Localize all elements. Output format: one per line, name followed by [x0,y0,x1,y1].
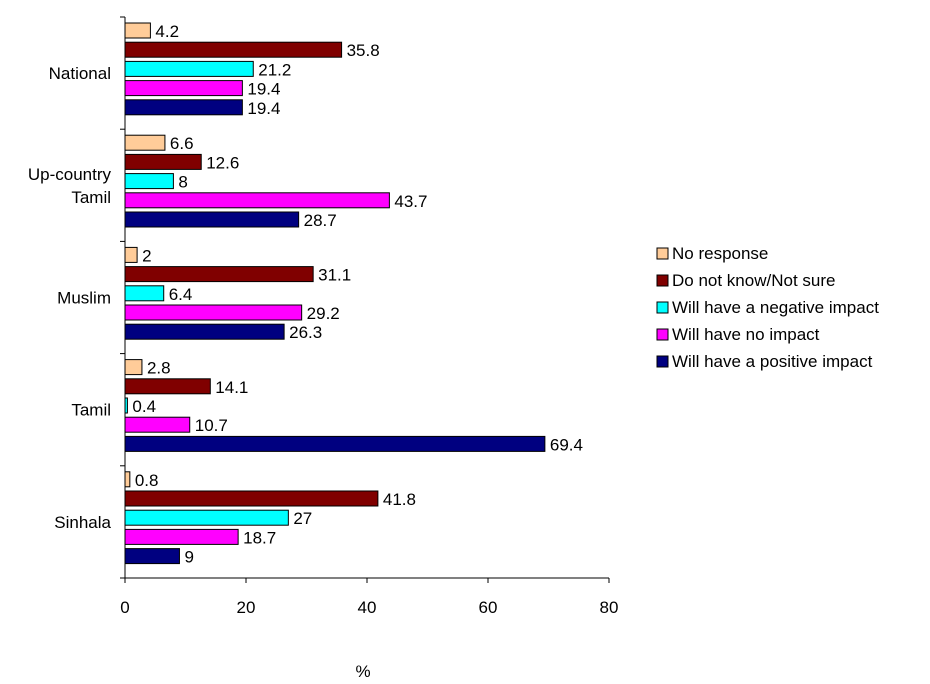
data-label: 6.4 [169,285,193,304]
data-label: 41.8 [383,490,416,509]
data-label: 12.6 [206,153,239,172]
data-label: 2.8 [147,359,171,378]
category-label: Up-country Tamil [28,165,112,207]
category-label: Tamil [71,401,111,420]
legend-label: Will have a negative impact [672,298,879,317]
legend-swatch [656,355,669,368]
bar [124,211,300,228]
bar [124,22,151,39]
data-label: 4.2 [155,22,179,41]
bar [124,304,303,321]
x-tick-label: 20 [237,598,256,617]
plot-area: 0 20 40 60 80National4.235.821.219.419.4Up-c… [28,16,619,617]
legend-label: Will have a positive impact [672,352,873,371]
bar [124,323,285,340]
data-label: 19.4 [247,99,280,118]
bar [124,99,243,116]
data-label: 10.7 [195,416,228,435]
x-axis-title: % [355,662,370,679]
bar [124,134,166,151]
bar [124,490,379,507]
data-label: 69.4 [550,435,583,454]
bar [124,509,289,526]
bar [124,153,202,170]
data-label: 35.8 [347,41,380,60]
data-label: 19.4 [247,80,280,99]
data-label: 0.8 [135,471,159,490]
legend-swatch [656,274,669,287]
data-label: 26.3 [289,323,322,342]
bar [124,192,390,209]
data-label: 14.1 [215,378,248,397]
bar [124,416,191,433]
data-label: 9 [184,548,193,567]
bar [124,173,174,190]
data-label: 18.7 [243,528,276,547]
bar [124,471,131,488]
bar [124,41,343,58]
bar [124,359,143,376]
legend-label: Do not know/Not sure [672,271,835,290]
category-label: Muslim [57,289,111,308]
bar [124,435,546,452]
bar [124,246,138,263]
bar [124,397,128,414]
bar [124,60,254,77]
data-label: 2 [142,246,151,265]
bar [124,528,239,545]
category-label: Sinhala [54,513,111,532]
data-label: 31.1 [318,266,351,285]
legend: No response Do not know/Not sure Will have… [656,244,879,371]
bar [124,266,314,283]
data-label: 28.7 [304,211,337,230]
legend-label: Will have no impact [672,325,820,344]
legend-swatch [656,247,669,260]
data-label: 27 [293,509,312,528]
bar [124,548,180,565]
data-label: 8 [178,173,187,192]
x-tick-label: 80 [600,598,619,617]
legend-swatch [656,301,669,314]
bar [124,285,165,302]
data-label: 6.6 [170,134,194,153]
legend-label: No response [672,244,768,263]
data-label: 43.7 [394,192,427,211]
x-tick-label: 0 [120,598,129,617]
x-tick-label: 60 [479,598,498,617]
bar [124,378,211,395]
x-tick-label: 40 [358,598,377,617]
category-label: National [49,64,111,83]
data-label: 29.2 [307,304,340,323]
data-label: 0.4 [132,397,156,416]
data-label: 21.2 [258,60,291,79]
bar [124,80,243,97]
legend-swatch [656,328,669,341]
